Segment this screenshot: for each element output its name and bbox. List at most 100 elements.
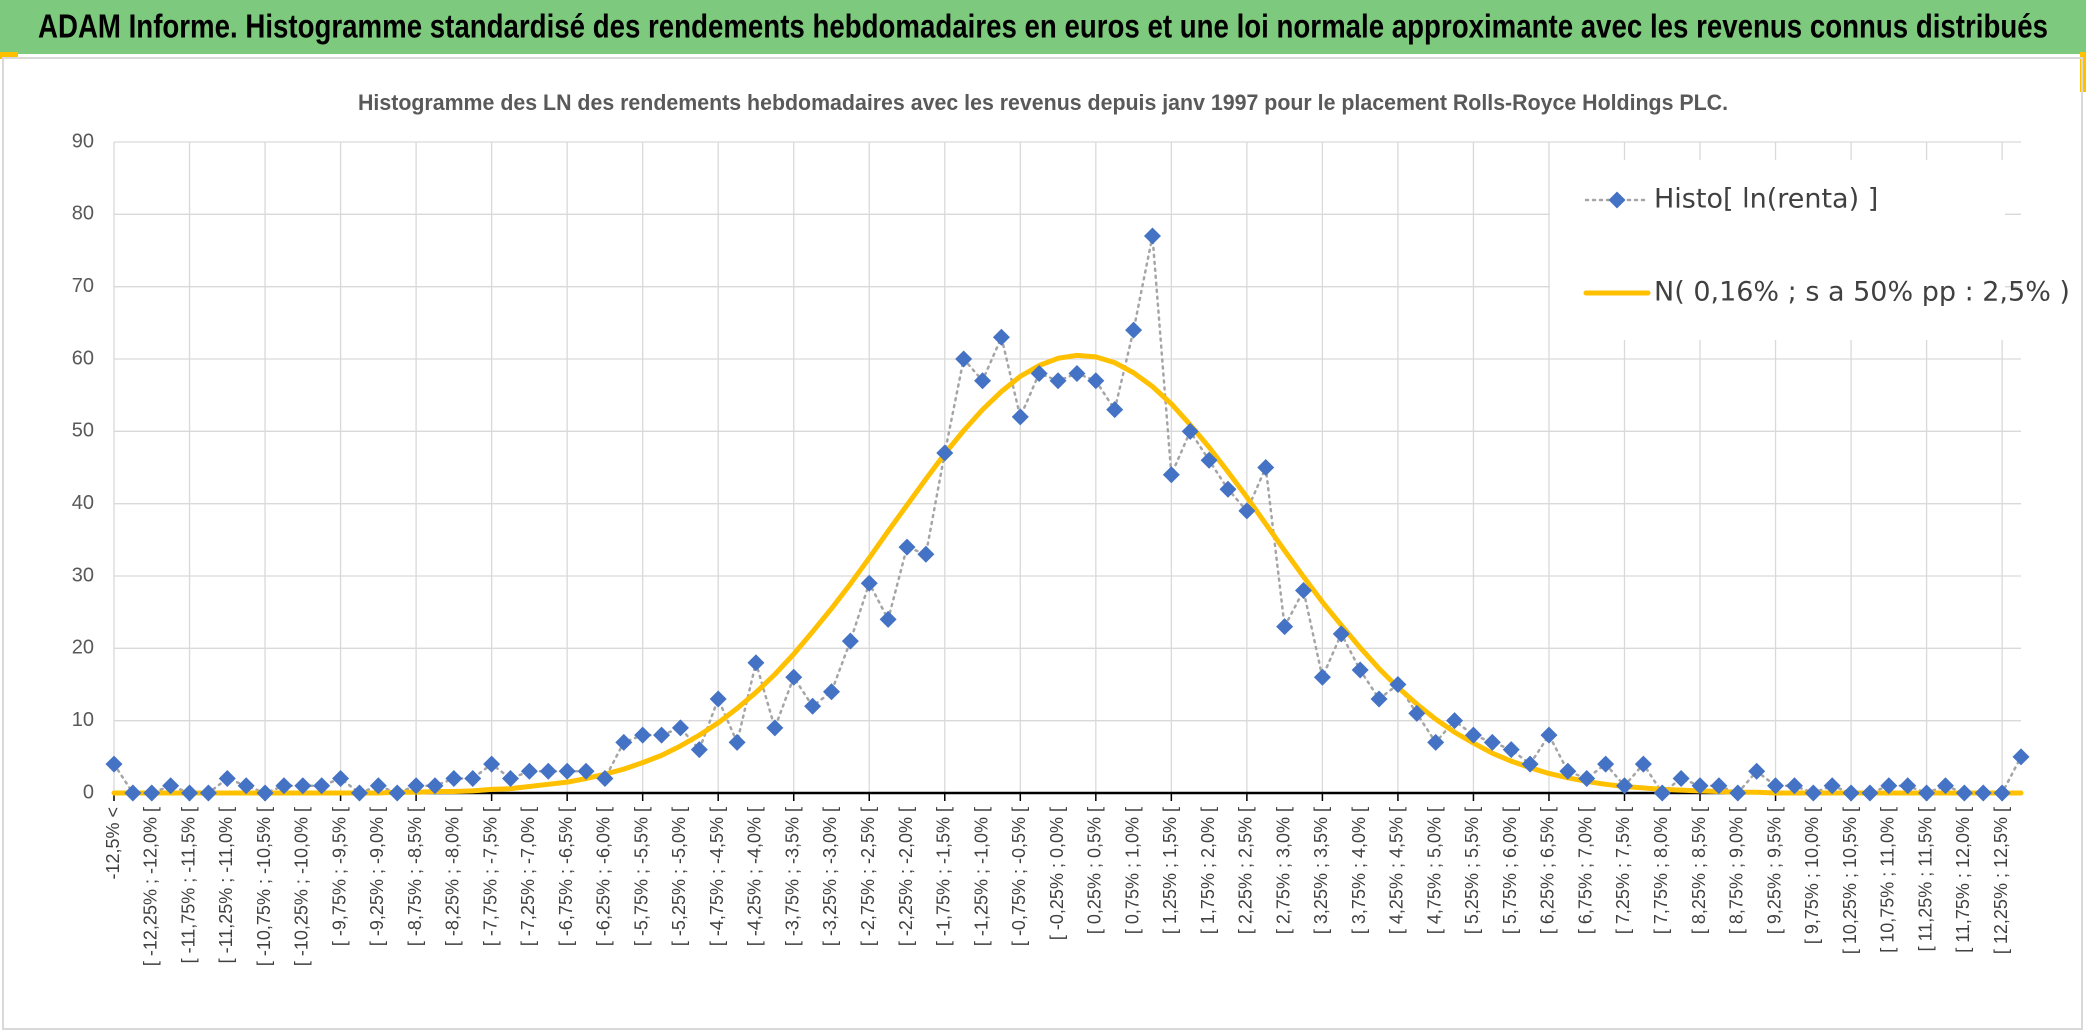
x-tick-label: [ 11,25% ; 11,5% [ xyxy=(1915,807,1935,951)
data-point xyxy=(1861,784,1879,802)
x-tick-label: [ 3,75% ; 4,0% [ xyxy=(1349,807,1369,934)
data-point xyxy=(653,726,671,744)
x-tick-label: [ 4,75% ; 5,0% [ xyxy=(1424,807,1444,934)
data-point xyxy=(1785,777,1803,795)
x-tick-label: [ 0,25% ; 0,5% [ xyxy=(1085,807,1105,934)
x-tick-label: [ 5,25% ; 5,5% [ xyxy=(1462,807,1482,934)
data-point xyxy=(237,777,255,795)
data-point xyxy=(105,755,123,773)
x-tick-label: [ -6,75% ; -6,5% [ xyxy=(556,807,576,946)
data-point xyxy=(483,755,501,773)
x-tick-label: [ -4,75% ; -4,5% [ xyxy=(707,807,727,946)
data-point xyxy=(162,777,180,795)
x-tick-label: [ 4,25% ; 4,5% [ xyxy=(1387,807,1407,934)
data-point xyxy=(1351,661,1369,679)
data-point xyxy=(766,719,784,737)
x-tick-label: [ -1,25% ; -1,0% [ xyxy=(971,807,991,946)
data-point xyxy=(1540,726,1558,744)
data-point xyxy=(464,770,482,788)
data-point xyxy=(1125,321,1143,339)
x-tick-label: [ -11,25% ; -11,0% [ xyxy=(216,807,236,963)
data-point xyxy=(369,777,387,795)
data-point xyxy=(1615,777,1633,795)
data-point xyxy=(577,762,595,780)
data-point xyxy=(1710,777,1728,795)
data-point xyxy=(974,372,992,390)
x-tick-label: [ -7,75% ; -7,5% [ xyxy=(480,807,500,946)
data-point xyxy=(350,784,368,802)
data-point xyxy=(1238,502,1256,520)
data-point xyxy=(1918,784,1936,802)
x-tick-label: [ -10,25% ; -10,0% [ xyxy=(292,807,312,966)
x-tick-label: [ 3,25% ; 3,5% [ xyxy=(1311,807,1331,934)
data-point xyxy=(1729,784,1747,802)
x-tick-label: [ -7,25% ; -7,0% [ xyxy=(518,807,538,946)
data-point xyxy=(124,784,142,802)
data-point xyxy=(1748,762,1766,780)
chart-frame xyxy=(2,57,2083,1030)
data-point xyxy=(1446,712,1464,730)
x-tick-label: [ -8,75% ; -8,5% [ xyxy=(405,807,425,946)
legend-label: Histo[ ln(renta) ] xyxy=(1654,184,1878,215)
data-point xyxy=(1691,777,1709,795)
data-point xyxy=(426,777,444,795)
x-tick-label: [ 8,25% ; 8,5% [ xyxy=(1689,807,1709,934)
x-tick-label: [ 9,25% ; 9,5% [ xyxy=(1764,807,1784,934)
data-point xyxy=(1162,466,1180,484)
data-point xyxy=(539,762,557,780)
data-point xyxy=(1106,401,1124,419)
x-tick-label: [ 0,75% ; 1,0% [ xyxy=(1122,807,1142,934)
data-point xyxy=(634,726,652,744)
data-point xyxy=(709,690,727,708)
data-point xyxy=(1993,784,2011,802)
data-point xyxy=(1502,741,1520,759)
x-tick-label: [ 10,25% ; 10,5% [ xyxy=(1840,807,1860,954)
data-point xyxy=(1634,755,1652,773)
data-point xyxy=(992,328,1010,346)
x-tick-label: [ -8,25% ; -8,0% [ xyxy=(443,807,463,946)
data-point xyxy=(1464,726,1482,744)
plot xyxy=(105,227,2030,802)
x-tick-label: [ -3,25% ; -3,0% [ xyxy=(820,807,840,946)
data-point xyxy=(1559,762,1577,780)
x-tick-label: [ -6,25% ; -6,0% [ xyxy=(594,807,614,946)
data-point xyxy=(520,762,538,780)
data-point xyxy=(596,770,614,788)
data-point xyxy=(1200,451,1218,469)
data-point xyxy=(1408,704,1426,722)
x-tick-label: [ 7,25% ; 7,5% [ xyxy=(1613,807,1633,934)
x-tick-label: [ -12,25% ; -12,0% [ xyxy=(141,807,161,966)
x-tick-label: [ -11,75% ; -11,5% [ xyxy=(178,807,198,963)
x-tick-label: [ -9,75% ; -9,5% [ xyxy=(329,807,349,946)
x-tick-label: [ 12,25% ; 12,5% [ xyxy=(1991,807,2011,954)
data-point xyxy=(558,762,576,780)
data-point xyxy=(690,741,708,759)
x-tick-label: [ 9,75% ; 10,0% [ xyxy=(1802,807,1822,944)
data-point xyxy=(1030,364,1048,382)
data-point xyxy=(804,697,822,715)
grid: 0 10 20 30 40 50 60 70 80 90 -12,5% < [ -12,25% ; -… xyxy=(72,130,2021,966)
data-point xyxy=(728,733,746,751)
data-point xyxy=(917,545,935,563)
data-point xyxy=(615,733,633,751)
data-point xyxy=(1313,668,1331,686)
data-point xyxy=(936,444,954,462)
data-point xyxy=(218,770,236,788)
y-tick-label: 10 xyxy=(72,709,94,731)
y-tick-label: 40 xyxy=(72,492,94,514)
data-point xyxy=(1011,408,1029,426)
y-tick-label: 20 xyxy=(72,637,94,659)
data-point xyxy=(1521,755,1539,773)
y-tick-label: 90 xyxy=(72,130,94,152)
data-point xyxy=(1823,777,1841,795)
data-point xyxy=(822,683,840,701)
data-point xyxy=(1672,770,1690,788)
legend-marker xyxy=(1608,191,1626,209)
x-tick-label: [ -0,75% ; -0,5% [ xyxy=(1009,807,1029,946)
accent xyxy=(0,52,18,59)
chart-title: Histogramme des LN des rendements hebdom… xyxy=(358,90,1728,115)
data-point xyxy=(1143,227,1161,245)
data-point xyxy=(1974,784,1992,802)
x-tick-label: [ -2,25% ; -2,0% [ xyxy=(896,807,916,946)
data-point xyxy=(1653,784,1671,802)
